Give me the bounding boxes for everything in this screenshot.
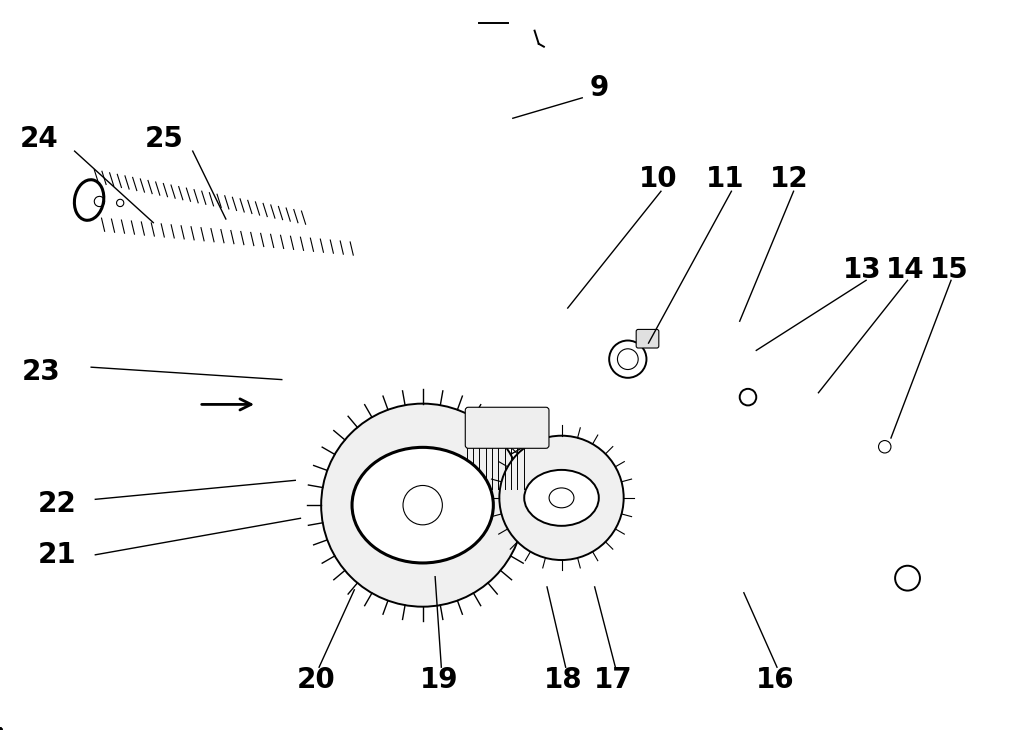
Text: 11: 11 — [706, 165, 745, 193]
Circle shape — [499, 436, 624, 560]
Ellipse shape — [524, 470, 599, 526]
Text: 14: 14 — [886, 256, 925, 284]
Ellipse shape — [352, 447, 493, 563]
Text: 21: 21 — [37, 541, 77, 569]
Circle shape — [609, 340, 646, 378]
FancyBboxPatch shape — [465, 407, 549, 448]
Text: 23: 23 — [22, 358, 61, 386]
Ellipse shape — [75, 180, 104, 220]
Text: 20: 20 — [296, 666, 336, 694]
Text: 17: 17 — [594, 666, 633, 694]
Text: 10: 10 — [638, 165, 678, 193]
Text: 18: 18 — [544, 666, 583, 694]
Text: 24: 24 — [20, 125, 59, 153]
Circle shape — [740, 389, 756, 405]
Circle shape — [879, 440, 891, 453]
Text: 16: 16 — [755, 666, 795, 694]
Text: 13: 13 — [842, 256, 882, 284]
FancyBboxPatch shape — [636, 329, 659, 348]
Text: 19: 19 — [420, 666, 459, 694]
Circle shape — [895, 566, 920, 591]
Text: 9: 9 — [589, 74, 608, 101]
Text: 12: 12 — [770, 165, 809, 193]
Text: 15: 15 — [929, 256, 969, 284]
Circle shape — [321, 404, 524, 607]
Text: 25: 25 — [144, 125, 183, 153]
Text: 22: 22 — [37, 490, 77, 518]
